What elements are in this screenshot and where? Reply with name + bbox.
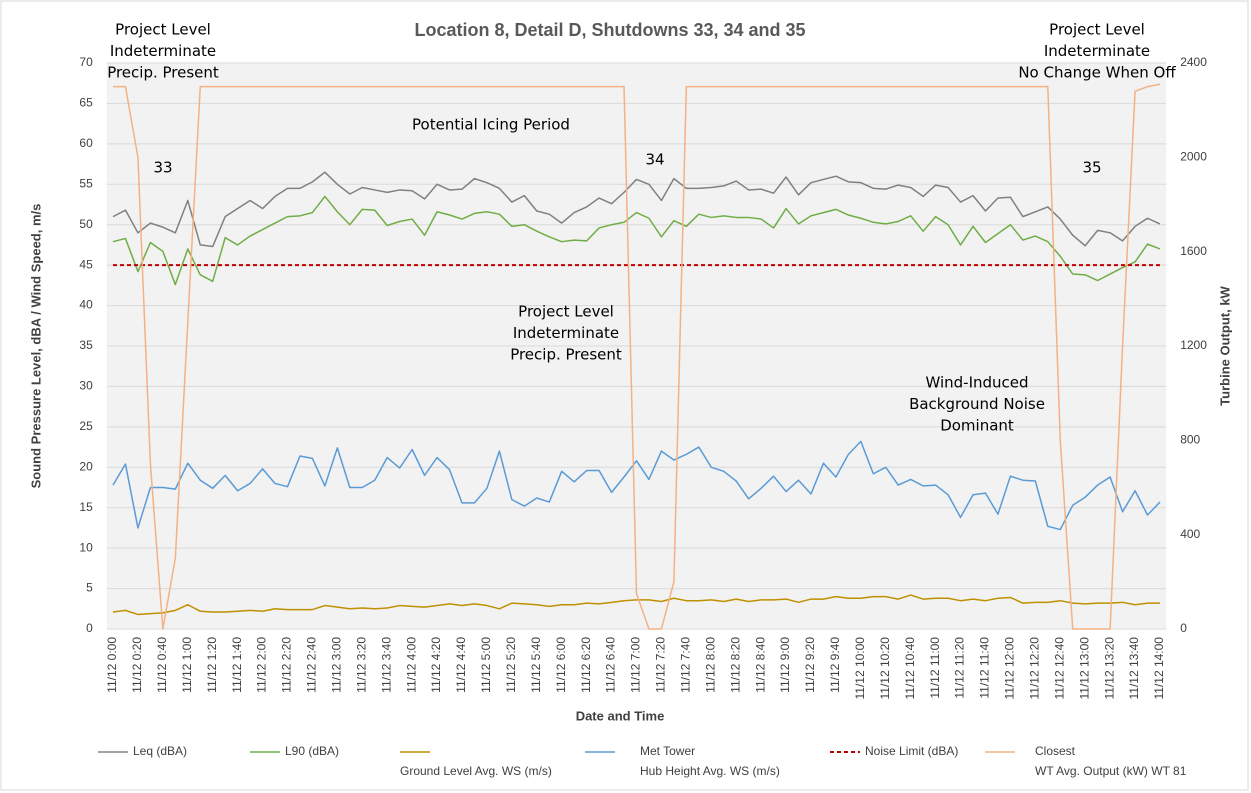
x-tick-label: 11/12 7:40 (679, 637, 693, 693)
x-axis-title: Date and Time (576, 708, 665, 723)
x-tick-label: 11/12 2:40 (305, 637, 319, 693)
y2-tick-label: 0 (1180, 621, 1187, 635)
x-tick-label: 11/12 14:00 (1152, 637, 1166, 700)
series-line (112, 594, 1160, 616)
x-tick-label: 11/12 11:40 (978, 637, 992, 699)
y-tick-label: 5 (86, 581, 93, 595)
y2-tick-label: 1600 (1180, 244, 1207, 258)
annotation: Project Level (518, 303, 614, 321)
x-tick-label: 11/12 0:40 (155, 637, 169, 693)
series-line (112, 195, 1161, 286)
x-tick-label: 11/12 5:40 (529, 637, 543, 693)
y2-tick-label: 2000 (1180, 150, 1207, 164)
y-tick-label: 10 (79, 540, 93, 554)
annotation: 35 (1082, 159, 1101, 177)
y-tick-label: 60 (79, 136, 93, 150)
x-tick-label: 11/12 1:00 (180, 637, 194, 693)
annotation: Indeterminate (1044, 42, 1150, 60)
annotation: Precip. Present (510, 346, 622, 364)
y2-axis-title: Turbine Output, kW (1217, 285, 1232, 405)
annotation: Indeterminate (513, 324, 619, 342)
x-tick-label: 11/12 11:00 (928, 637, 942, 699)
y-tick-label: 70 (79, 55, 93, 69)
annotation: Dominant (940, 417, 1014, 435)
x-tick-label: 11/12 7:20 (654, 637, 668, 693)
y-tick-label: 35 (79, 338, 93, 352)
annotation: Background Noise (909, 395, 1045, 413)
legend-label: Hub Height Avg. WS (m/s) (640, 764, 780, 778)
y2-tick-label: 2400 (1180, 55, 1207, 69)
x-tick-label: 11/12 11:20 (953, 637, 967, 699)
x-tick-label: 11/12 9:40 (828, 637, 842, 693)
y-tick-label: 50 (79, 217, 93, 231)
annotation: Project Level (1049, 21, 1145, 39)
y2-tick-label: 800 (1180, 433, 1200, 447)
x-tick-label: 11/12 13:00 (1077, 637, 1091, 700)
x-tick-label: 11/12 10:00 (853, 637, 867, 700)
y-tick-label: 30 (79, 379, 93, 393)
x-tick-label: 11/12 13:40 (1127, 637, 1141, 700)
y-tick-label: 20 (79, 459, 93, 473)
series-line (113, 83, 1161, 630)
legend-label: Closest (1035, 744, 1076, 758)
annotation: No Change When Off (1018, 64, 1176, 82)
x-tick-label: 11/12 7:00 (629, 637, 643, 693)
legend-label: L90 (dBA) (285, 744, 339, 758)
x-tick-label: 11/12 6:20 (579, 637, 593, 693)
y-tick-label: 65 (79, 96, 93, 110)
y-tick-label: 15 (79, 500, 93, 514)
annotation: Wind-Induced (925, 374, 1028, 392)
x-tick-label: 11/12 4:40 (454, 637, 468, 693)
x-tick-label: 11/12 12:20 (1028, 637, 1042, 700)
x-tick-label: 11/12 13:20 (1102, 637, 1116, 700)
x-tick-label: 11/12 5:00 (479, 637, 493, 693)
x-tick-label: 11/12 10:20 (878, 637, 892, 700)
annotation: Indeterminate (110, 42, 216, 60)
x-tick-label: 11/12 0:00 (105, 637, 119, 693)
x-tick-label: 11/12 8:40 (753, 637, 767, 693)
x-tick-label: 11/12 9:20 (803, 637, 817, 693)
annotation: Potential Icing Period (412, 116, 570, 134)
legend-label: Noise Limit (dBA) (865, 744, 958, 758)
x-tick-label: 11/12 6:00 (554, 637, 568, 693)
x-tick-label: 11/12 1:20 (205, 637, 219, 693)
legend-label: Ground Level Avg. WS (m/s) (400, 764, 552, 778)
y2-tick-label: 400 (1180, 527, 1200, 541)
annotation: 34 (645, 151, 664, 169)
y-tick-label: 55 (79, 176, 93, 190)
x-tick-label: 11/12 3:20 (354, 637, 368, 693)
x-tick-label: 11/12 4:00 (404, 637, 418, 693)
x-tick-label: 11/12 3:40 (379, 637, 393, 693)
annotation: Precip. Present (107, 64, 219, 82)
annotation: 33 (153, 159, 172, 177)
x-tick-label: 11/12 2:20 (280, 637, 294, 693)
legend-label: Met Tower (640, 744, 695, 758)
legend-label: Leq (dBA) (133, 744, 187, 758)
y-axis-title: Sound Pressure Level, dBA / Wind Speed, … (28, 204, 43, 489)
chart-title: Location 8, Detail D, Shutdowns 33, 34 a… (414, 20, 805, 40)
x-tick-label: 11/12 6:40 (604, 637, 618, 693)
x-tick-label: 11/12 1:40 (230, 637, 244, 693)
series-line (112, 171, 1161, 248)
x-tick-label: 11/12 10:40 (903, 637, 917, 700)
x-tick-label: 11/12 9:00 (778, 637, 792, 693)
series-line (112, 440, 1161, 531)
y2-tick-label: 1200 (1180, 338, 1207, 352)
x-tick-label: 11/12 5:20 (504, 637, 518, 693)
annotation: Project Level (115, 21, 211, 39)
x-tick-label: 11/12 3:00 (330, 637, 344, 693)
x-tick-label: 11/12 8:20 (728, 637, 742, 693)
x-tick-label: 11/12 8:00 (703, 637, 717, 693)
y-tick-label: 45 (79, 257, 93, 271)
x-tick-label: 11/12 12:40 (1052, 637, 1066, 700)
x-tick-label: 11/12 12:00 (1003, 637, 1017, 700)
x-tick-label: 11/12 0:20 (130, 637, 144, 693)
y-tick-label: 40 (79, 298, 93, 312)
y-tick-label: 0 (86, 621, 93, 635)
y-tick-label: 25 (79, 419, 93, 433)
x-tick-label: 11/12 4:20 (429, 637, 443, 693)
legend-label: WT Avg. Output (kW) WT 81 (1035, 764, 1187, 778)
x-tick-label: 11/12 2:00 (255, 637, 269, 693)
